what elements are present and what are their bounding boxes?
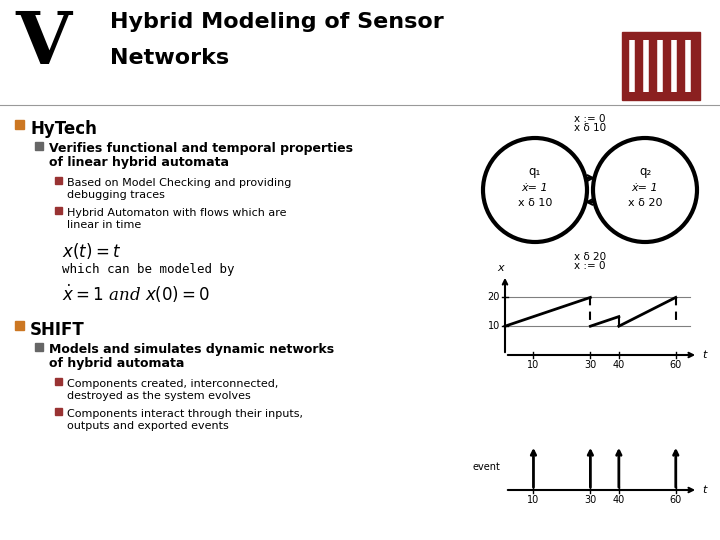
Circle shape	[483, 138, 587, 242]
Text: Models and simulates dynamic networks: Models and simulates dynamic networks	[49, 343, 334, 356]
Text: $\dot{x} = 1$ and $x(0) = 0$: $\dot{x} = 1$ and $x(0) = 0$	[62, 283, 210, 305]
Text: t: t	[702, 485, 706, 495]
Bar	[15, 120, 24, 129]
Bar	[35, 142, 43, 150]
Bar	[622, 32, 700, 100]
Text: V: V	[15, 8, 71, 79]
Text: 60: 60	[670, 495, 682, 505]
Text: 10: 10	[527, 495, 539, 505]
Text: Components interact through their inputs,: Components interact through their inputs…	[67, 409, 303, 419]
Text: t: t	[702, 350, 706, 360]
Text: event: event	[472, 462, 500, 472]
Text: x δ 20: x δ 20	[628, 198, 662, 208]
Text: 20: 20	[487, 292, 500, 302]
Text: x := 0: x := 0	[575, 114, 606, 124]
Text: x δ 10: x δ 10	[574, 123, 606, 133]
Text: linear in time: linear in time	[67, 220, 141, 230]
Text: 10: 10	[487, 321, 500, 331]
Text: Hybrid Modeling of Sensor: Hybrid Modeling of Sensor	[110, 12, 444, 32]
Text: 40: 40	[613, 495, 625, 505]
Text: Based on Model Checking and providing: Based on Model Checking and providing	[67, 178, 292, 188]
Text: of linear hybrid automata: of linear hybrid automata	[49, 156, 229, 169]
Text: ❧: ❧	[32, 32, 42, 45]
Bar	[55, 177, 62, 184]
Text: x δ 20: x δ 20	[574, 252, 606, 262]
Text: which can be modeled by: which can be modeled by	[62, 263, 235, 276]
Text: of hybrid automata: of hybrid automata	[49, 357, 184, 370]
Text: debugging traces: debugging traces	[67, 190, 165, 200]
Text: x δ 10: x δ 10	[518, 198, 552, 208]
Bar	[55, 408, 62, 415]
Text: ẋ= 1: ẋ= 1	[522, 183, 549, 193]
Circle shape	[593, 138, 697, 242]
Text: 30: 30	[584, 360, 596, 370]
Bar	[15, 321, 24, 330]
Text: HyTech: HyTech	[30, 120, 97, 138]
Text: outputs and exported events: outputs and exported events	[67, 421, 229, 431]
Text: destroyed as the system evolves: destroyed as the system evolves	[67, 391, 251, 401]
Bar	[55, 378, 62, 385]
Text: 40: 40	[613, 360, 625, 370]
Text: q₁: q₁	[528, 165, 541, 179]
Text: 30: 30	[584, 495, 596, 505]
Text: x := 0: x := 0	[575, 261, 606, 271]
Text: Verifies functional and temporal properties: Verifies functional and temporal propert…	[49, 142, 353, 155]
Text: q₂: q₂	[639, 165, 651, 179]
Text: 60: 60	[670, 360, 682, 370]
Text: Hybrid Automaton with flows which are: Hybrid Automaton with flows which are	[67, 208, 287, 218]
Bar	[55, 207, 62, 214]
Text: Networks: Networks	[110, 48, 229, 68]
Text: $x(t) = t$: $x(t) = t$	[62, 241, 121, 261]
Text: ẋ= 1: ẋ= 1	[631, 183, 658, 193]
Text: 10: 10	[527, 360, 539, 370]
Text: x: x	[498, 263, 504, 273]
Text: SHIFT: SHIFT	[30, 321, 85, 339]
Bar	[35, 343, 43, 351]
Text: Components created, interconnected,: Components created, interconnected,	[67, 379, 279, 389]
